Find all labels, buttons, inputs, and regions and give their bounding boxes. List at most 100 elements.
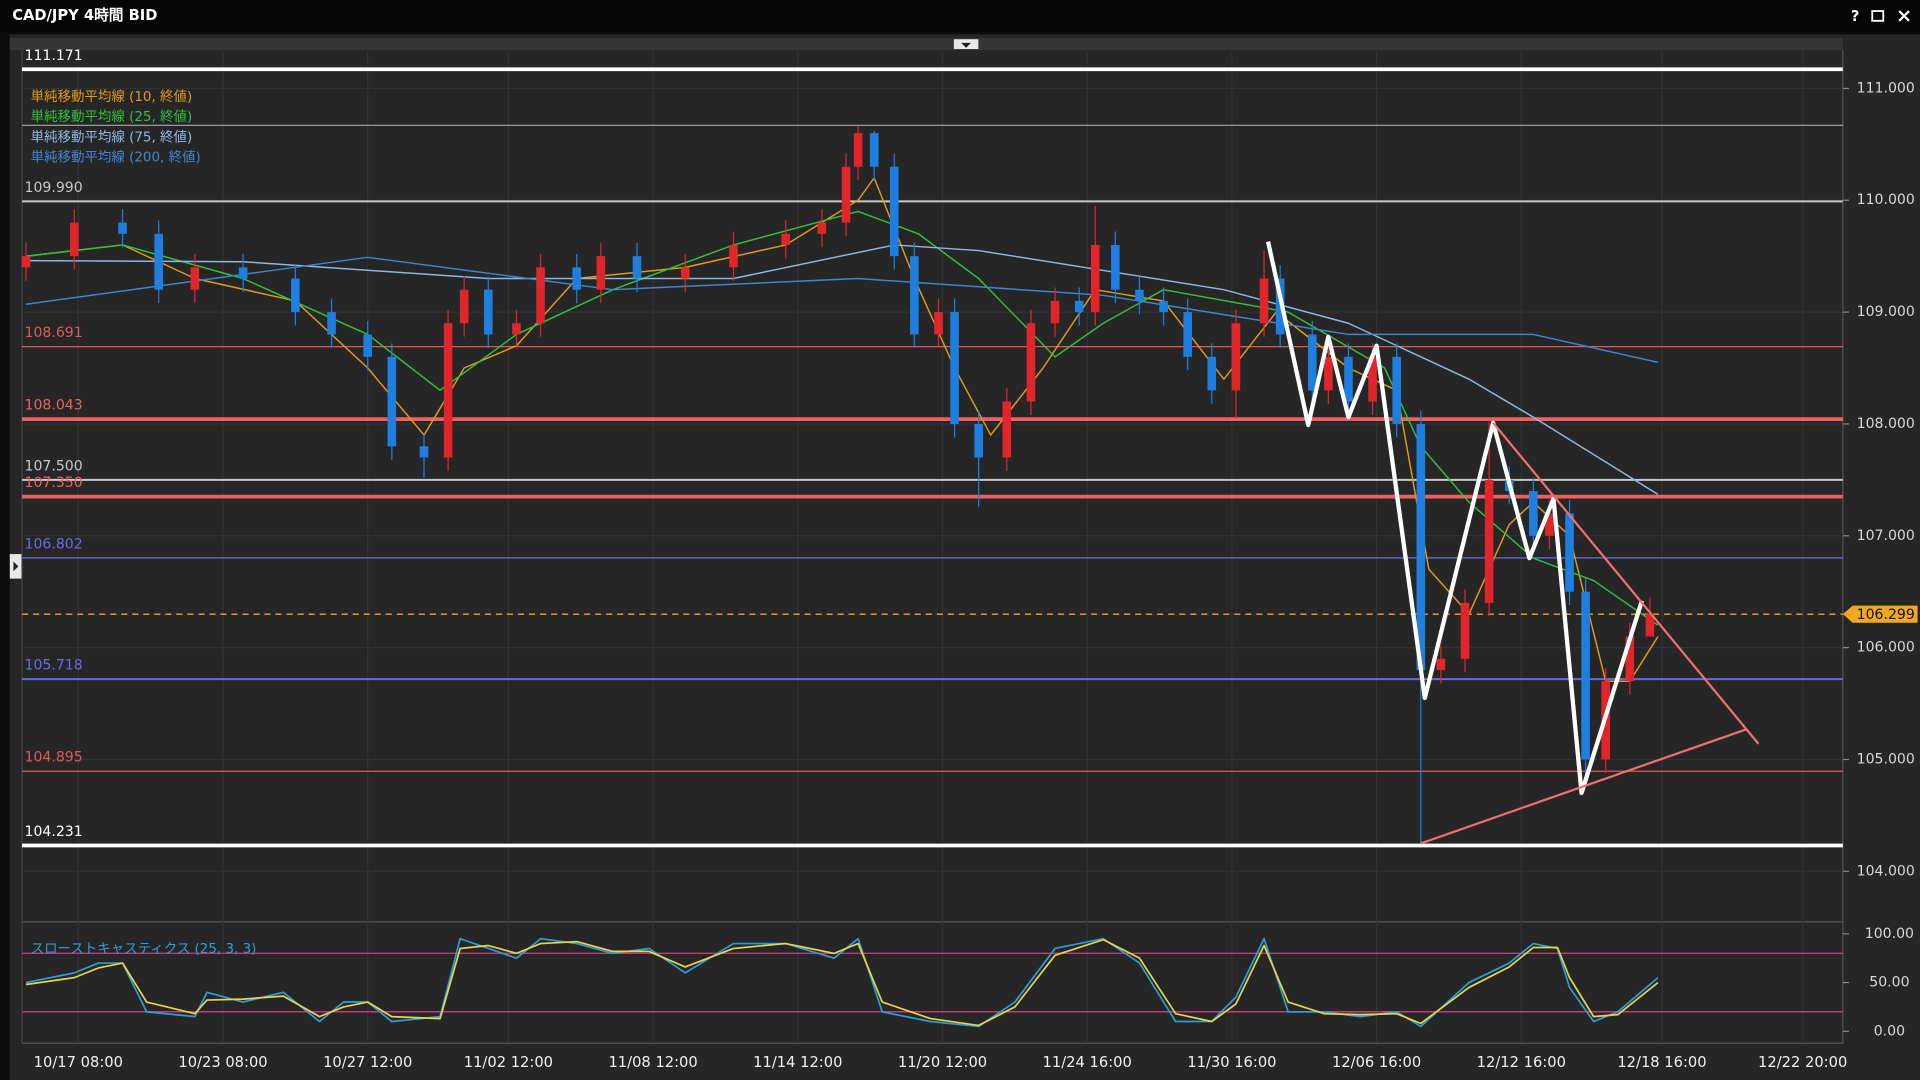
candle-body <box>1392 356 1401 424</box>
level-label: 108.691 <box>24 325 82 341</box>
x-tick-label: 11/20 12:00 <box>898 1054 987 1071</box>
candle-body <box>1545 513 1554 536</box>
level-label: 104.895 <box>24 750 82 766</box>
level-label: 106.802 <box>24 536 82 552</box>
annotation-layer <box>1265 241 1760 845</box>
candle-body <box>869 133 879 167</box>
top-strip <box>9 38 1843 51</box>
candle-body <box>1259 278 1269 324</box>
candle-body <box>1111 244 1120 290</box>
x-tick-label: 12/12 16:00 <box>1477 1054 1566 1071</box>
candle-body <box>21 256 31 268</box>
collapse-arrow <box>961 42 972 48</box>
level-label: 107.500 <box>24 458 82 474</box>
candle-body <box>729 244 738 268</box>
candle-body <box>596 256 606 290</box>
level-label: 107.350 <box>24 475 82 491</box>
x-tick-label: 11/24 16:00 <box>1043 1054 1132 1071</box>
x-tick-label: 10/27 12:00 <box>323 1054 412 1071</box>
legend-entry: 単純移動平均線 (75, 終値) <box>31 129 193 145</box>
price-tag-label: 106.299 <box>1857 607 1915 623</box>
candles-layer <box>21 126 1655 844</box>
candle-body <box>363 334 373 357</box>
trendline <box>1420 728 1747 845</box>
y-tick-label: 105.000 <box>1857 751 1915 767</box>
stoch-tick-label: 0.00 <box>1874 1023 1905 1039</box>
x-tick-label: 12/06 16:00 <box>1332 1054 1421 1071</box>
candle-body <box>1135 289 1144 301</box>
level-label: 108.043 <box>24 398 82 414</box>
candle-body <box>512 323 521 335</box>
chart-area <box>9 34 1920 1080</box>
candle-body <box>1625 636 1635 682</box>
level-label: 109.990 <box>24 180 82 196</box>
moving-average-line <box>25 256 1659 364</box>
x-tick-label: 11/14 12:00 <box>753 1054 842 1071</box>
candle-body <box>781 233 791 245</box>
candle-body <box>934 312 943 335</box>
candle-body <box>1324 356 1333 391</box>
moving-average-line <box>26 244 1659 496</box>
text-layer: 10/17 08:00 10/23 08:00 10/27 12:00 11/02 1… <box>24 48 1918 1071</box>
candle-body <box>327 312 336 335</box>
price-tag <box>1842 605 1918 623</box>
candle-body <box>1231 323 1241 391</box>
candle-body <box>1183 312 1192 357</box>
candle-body <box>680 267 690 279</box>
level-label: 104.231 <box>24 824 82 840</box>
candle-body <box>154 233 163 290</box>
candle-body <box>1090 244 1100 313</box>
y-tick-label: 104.000 <box>1857 863 1915 879</box>
candle-body <box>1529 491 1538 536</box>
candle-body <box>950 312 959 424</box>
x-tick-label: 10/17 08:00 <box>34 1054 123 1071</box>
candle-body <box>1565 513 1574 592</box>
trendline <box>1492 422 1760 745</box>
candle-body <box>459 289 469 324</box>
y-tick-label: 111.000 <box>1857 80 1915 96</box>
help-button[interactable]: ? <box>1851 8 1860 25</box>
legend-entry: 単純移動平均線 (200, 終値) <box>31 150 201 166</box>
candle-body <box>1581 591 1590 760</box>
candle-body <box>238 267 248 279</box>
candle-body <box>1368 356 1377 402</box>
x-tick-label: 11/02 12:00 <box>464 1054 553 1071</box>
candle-body <box>572 267 582 290</box>
x-tick-label: 12/18 16:00 <box>1617 1054 1706 1071</box>
stoch-tick-label: 50.00 <box>1869 975 1909 991</box>
candle-body <box>1074 300 1084 313</box>
candle-body <box>1344 356 1353 402</box>
grid-layer <box>22 51 1849 1042</box>
legend-entry: 単純移動平均線 (10, 終値) <box>31 89 193 105</box>
candle-body <box>291 278 300 313</box>
maximize-button[interactable] <box>1871 10 1885 22</box>
candle-body <box>1207 356 1217 391</box>
candle-body <box>387 356 397 447</box>
title-bar <box>0 0 1920 32</box>
candle-body <box>1484 479 1494 603</box>
level-label: 105.718 <box>24 658 82 674</box>
level-label: 111.171 <box>24 48 82 64</box>
y-tick-label: 106.000 <box>1857 640 1915 656</box>
candle-body <box>419 446 429 458</box>
x-tick-label: 12/22 20:00 <box>1758 1054 1847 1071</box>
stochastic-line <box>25 938 1659 1027</box>
y-tick-label: 110.000 <box>1857 192 1915 208</box>
candle-body <box>1050 300 1060 324</box>
x-tick-label: 11/08 12:00 <box>608 1054 697 1071</box>
candle-body <box>484 289 493 335</box>
candle-body <box>817 222 827 234</box>
y-tick-label: 108.000 <box>1857 416 1915 432</box>
legend-entry: 単純移動平均線 (25, 終値) <box>31 109 193 125</box>
candle-body <box>1645 614 1655 637</box>
zigzag-annotation <box>1265 241 1644 796</box>
close-button[interactable] <box>1898 10 1910 22</box>
side-arrow <box>13 561 19 572</box>
candle-body <box>443 323 453 458</box>
candle-body <box>910 256 919 335</box>
candle-body <box>1026 323 1036 402</box>
levels-layer <box>22 67 1843 848</box>
